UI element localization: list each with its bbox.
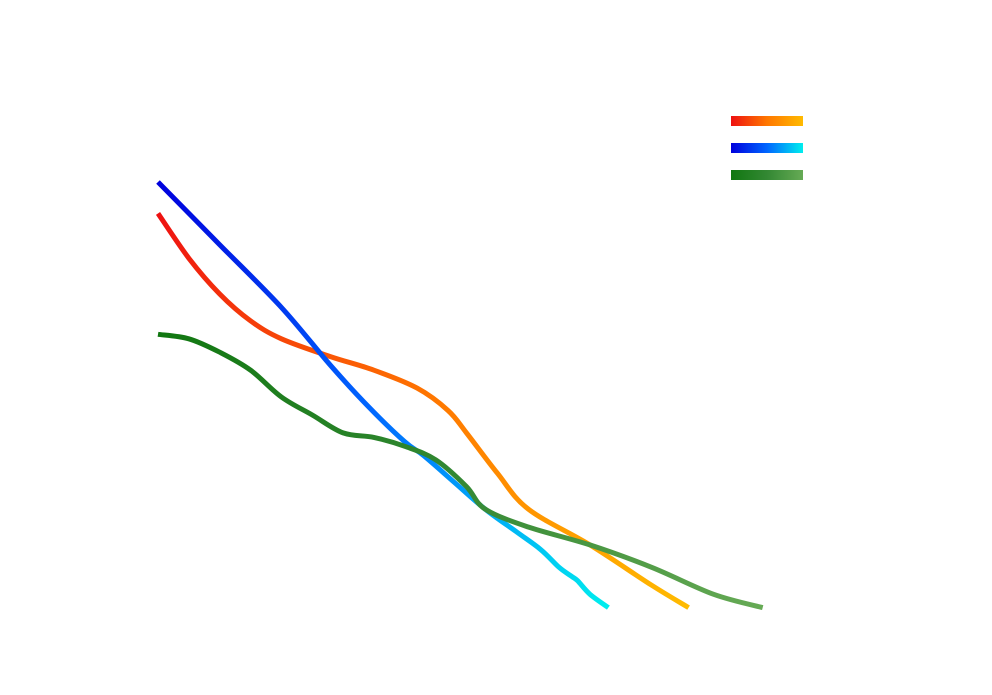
plot-area (155, 180, 764, 611)
legend-swatch-2 (731, 143, 803, 153)
series-line-3 (157, 331, 764, 611)
legend-swatch-1 (731, 116, 803, 126)
series-line-1 (155, 211, 690, 610)
series-line-2 (156, 180, 610, 610)
legend-swatch-3 (731, 170, 803, 180)
legend (731, 116, 803, 180)
